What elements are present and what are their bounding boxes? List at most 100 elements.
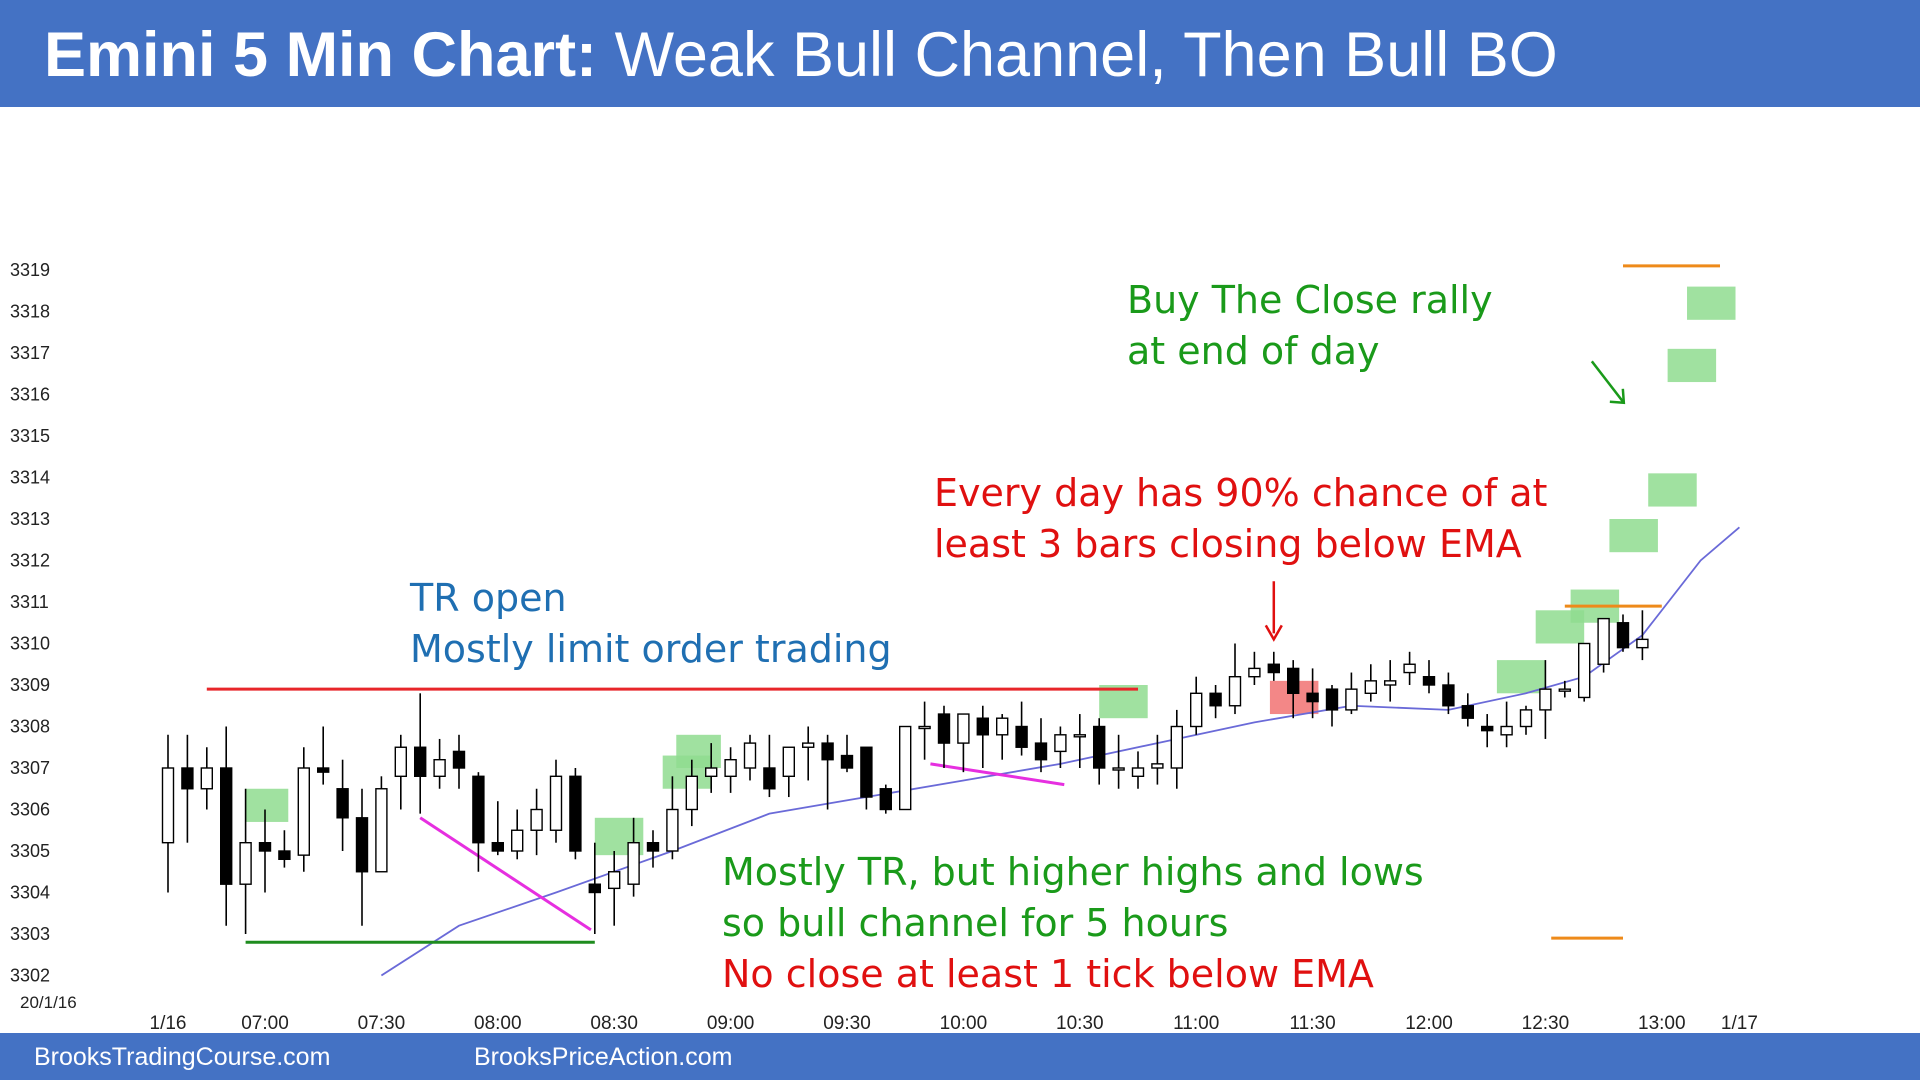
candle-body-14 [433, 759, 446, 778]
page-title: Emini 5 Min Chart: Weak Bull Channel, Th… [44, 22, 1558, 88]
candle-body-44 [1015, 725, 1028, 748]
candle-body-32 [782, 746, 795, 777]
y-tick-3302: 3302 [10, 966, 50, 986]
x-tick-0730: 07:30 [358, 1013, 406, 1034]
candle-body-28 [705, 767, 718, 778]
annotation-buy-the-close-1: Buy The Close rally [1127, 278, 1493, 322]
candle-body-41 [957, 713, 970, 744]
candle-body-47 [1073, 734, 1087, 738]
candle-body-50 [1131, 767, 1145, 778]
y-tick-3313: 3313 [10, 509, 50, 529]
x-tick-1130: 11:30 [1290, 1013, 1336, 1034]
candle-body-40 [937, 713, 951, 744]
candle-body-6 [278, 850, 291, 861]
annotation-tr-open: TR open [410, 576, 567, 620]
candle-body-19 [530, 808, 543, 831]
x-tick-1200: 12:00 [1405, 1013, 1453, 1034]
candle-body-75 [1616, 622, 1630, 649]
candle-body-38 [899, 725, 912, 811]
y-tick-3305: 3305 [10, 841, 50, 861]
x-tick-1030: 10:30 [1056, 1013, 1104, 1034]
x-tick-0930: 09:30 [823, 1013, 871, 1034]
date-label: 20/1/16 [20, 993, 77, 1012]
footer-left-link[interactable]: BrooksTradingCourse.com [34, 1043, 331, 1071]
candle-body-60 [1325, 688, 1339, 711]
candle-body-33 [802, 742, 815, 748]
candle-body-21 [569, 775, 582, 852]
annotation-every-day-1: Every day has 90% chance of at [934, 471, 1548, 515]
x-tick-1230: 12:30 [1522, 1013, 1570, 1034]
y-tick-3312: 3312 [10, 551, 50, 571]
y-tick-3308: 3308 [10, 717, 50, 737]
buy-highlight-5 [1496, 660, 1546, 694]
candle-body-58 [1286, 667, 1300, 695]
candle-body-51 [1151, 763, 1164, 769]
candle-body-61 [1345, 688, 1358, 711]
candle-body-25 [646, 842, 660, 852]
footer-right-link[interactable]: BrooksPriceAction.com [474, 1043, 733, 1071]
candle-body-45 [1034, 742, 1048, 761]
candle-body-39 [918, 725, 931, 730]
candle-body-62 [1364, 680, 1378, 694]
candle-body-70 [1519, 709, 1533, 728]
title-rest: Weak Bull Channel, Then Bull BO [614, 20, 1558, 90]
buy-highlight-11 [1687, 286, 1736, 320]
x-tick-117: 1/17 [1721, 1013, 1758, 1034]
candle-body-10 [355, 817, 369, 873]
candle-body-0 [161, 767, 175, 844]
title-bold: Emini 5 Min Chart: [44, 20, 598, 90]
candle-body-69 [1500, 725, 1513, 736]
candle-body-48 [1092, 725, 1106, 769]
buy-highlight-10 [1667, 348, 1717, 383]
candle-body-8 [317, 767, 330, 773]
y-tick-3317: 3317 [10, 343, 50, 363]
annotation-mostly-tr-1: Mostly TR, but higher highs and lows [722, 850, 1424, 894]
annotation-every-day-2: least 3 bars closing below EMA [934, 522, 1522, 566]
candle-body-46 [1054, 734, 1067, 753]
candle-body-18 [511, 829, 524, 852]
y-tick-3311: 3311 [10, 592, 49, 612]
candle-body-37 [879, 788, 892, 811]
candle-body-22 [588, 883, 601, 894]
x-tick-1000: 10:00 [940, 1013, 988, 1034]
x-tick-0800: 08:00 [474, 1013, 522, 1034]
candle-body-55 [1228, 676, 1242, 707]
buy-highlight-3 [676, 734, 721, 768]
y-tick-3303: 3303 [10, 924, 50, 944]
footer-bar [0, 1033, 1920, 1080]
candle-body-1 [181, 767, 194, 790]
y-tick-3319: 3319 [10, 260, 50, 280]
candle-body-67 [1461, 705, 1475, 719]
candle-body-72 [1558, 688, 1572, 692]
candle-body-63 [1383, 680, 1397, 686]
candle-body-30 [743, 742, 757, 769]
y-tick-3304: 3304 [10, 883, 50, 903]
candle-body-7 [297, 767, 310, 856]
candle-body-59 [1306, 692, 1319, 703]
x-tick-1300: 13:00 [1638, 1013, 1686, 1034]
candle-body-66 [1442, 684, 1455, 707]
annotation-mostly-tr-2: so bull channel for 5 hours [722, 901, 1229, 945]
y-tick-3318: 3318 [10, 302, 50, 322]
candle-body-57 [1267, 663, 1281, 674]
candle-body-43 [996, 717, 1009, 736]
x-tick-116: 1/16 [150, 1013, 187, 1034]
candle-body-56 [1248, 667, 1261, 678]
candle-body-31 [763, 767, 776, 790]
candle-body-13 [414, 746, 427, 777]
arrow-green-shaft [1590, 360, 1625, 404]
y-tick-3306: 3306 [10, 800, 50, 820]
candle-body-15 [452, 750, 466, 769]
candle-body-36 [860, 746, 873, 798]
wedge-line-2 [419, 816, 592, 932]
candle-body-52 [1170, 725, 1184, 769]
candle-body-54 [1209, 692, 1222, 707]
candle-body-34 [821, 742, 834, 761]
buy-highlight-0 [245, 788, 289, 822]
y-tick-3307: 3307 [10, 758, 50, 778]
candle-body-65 [1422, 676, 1436, 686]
candle-body-11 [375, 788, 388, 873]
annotation-limit-order: Mostly limit order trading [410, 627, 892, 671]
candle-body-5 [258, 842, 272, 852]
